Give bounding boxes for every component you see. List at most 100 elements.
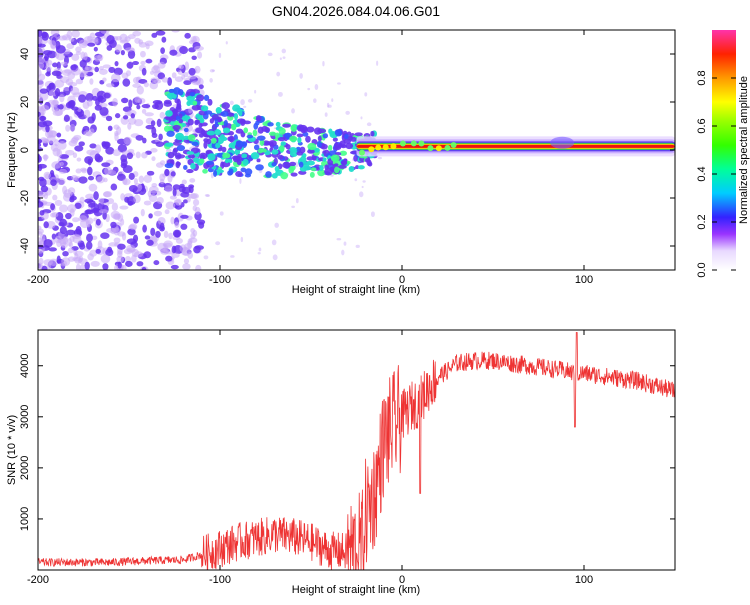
spectrogram-noise-blob bbox=[68, 241, 74, 248]
spectrogram-noise-blob bbox=[161, 36, 167, 43]
spectrogram-noise-blob bbox=[65, 229, 76, 236]
spectrogram-noise-blob bbox=[93, 46, 98, 52]
spectrogram-noise-blob bbox=[38, 225, 42, 231]
spectrogram-noise-blob bbox=[114, 60, 119, 67]
spectrogram-noise-blob bbox=[106, 45, 113, 51]
spectrogram-turbulent-blob bbox=[164, 162, 174, 169]
spectrogram-noise-blob bbox=[62, 185, 68, 195]
spectrogram-noise-blob bbox=[175, 198, 182, 206]
spectrogram-speckle bbox=[239, 178, 242, 184]
spectrogram-noise-blob bbox=[43, 154, 48, 162]
spectrogram-turbulent-blob bbox=[243, 127, 249, 134]
spectrogram-turbulent-blob bbox=[289, 135, 298, 142]
spectrogram-noise-blob bbox=[129, 223, 138, 230]
spectrogram-noise-blob bbox=[79, 71, 86, 78]
spectrogram-noise-blob bbox=[163, 101, 173, 107]
ridge-bead bbox=[418, 140, 425, 147]
spectrogram-speckle bbox=[377, 156, 383, 160]
spectrogram-turbulent-blob bbox=[211, 113, 219, 120]
spectrogram-turbulent-blob bbox=[313, 127, 322, 135]
spectrogram-noise-blob bbox=[180, 214, 189, 219]
spectrogram-speckle bbox=[361, 185, 364, 189]
spectrogram-noise-blob bbox=[66, 30, 73, 39]
spectrogram-noise-blob bbox=[164, 185, 173, 193]
spectrogram-noise-blob bbox=[99, 106, 109, 116]
spectrogram-turbulent-blob bbox=[296, 133, 304, 138]
spectrogram-noise-blob bbox=[160, 222, 165, 231]
spectrogram-turbulent-blob bbox=[288, 166, 294, 174]
spectrogram-noise-blob bbox=[52, 98, 59, 108]
spectrogram-turbulent-blob bbox=[178, 118, 184, 124]
spectrogram-turbulent-blob bbox=[322, 157, 327, 162]
spectrogram-turbulent-blob bbox=[175, 161, 181, 169]
spectrogram-noise-blob bbox=[52, 194, 58, 201]
snr-y-tick-label: 1000 bbox=[19, 507, 31, 531]
spectrogram-noise-blob bbox=[50, 212, 56, 218]
spectrogram-noise-blob bbox=[144, 112, 154, 117]
spectrogram-noise-blob bbox=[115, 44, 122, 53]
spectrogram-noise-blob bbox=[144, 235, 151, 240]
spectrogram-turbulent-blob bbox=[186, 169, 194, 174]
spectrogram-turbulent-blob bbox=[298, 161, 304, 168]
spectrogram-noise-blob bbox=[95, 218, 101, 226]
spectrogram-noise-blob bbox=[133, 178, 138, 185]
spectrogram-noise-blob bbox=[178, 64, 184, 70]
spectrogram-noise-blob bbox=[163, 230, 169, 239]
spectrogram-turbulent-blob bbox=[238, 108, 243, 117]
spectrogram-noise-blob bbox=[59, 154, 70, 159]
snr-y-tick-label: 4000 bbox=[19, 354, 31, 378]
ridge-bead bbox=[375, 144, 382, 151]
spectrogram-noise-blob bbox=[180, 223, 188, 230]
spectrogram-turbulent-blob bbox=[345, 142, 354, 150]
spectrogram-turbulent-blob bbox=[357, 165, 365, 170]
snr-y-ticks: 1000 2000 3000 4000 bbox=[19, 354, 675, 531]
spectrogram-y-tick-label: 0 bbox=[19, 147, 31, 153]
spectrogram-turbulent-blob bbox=[175, 115, 181, 121]
spectrogram-noise-blob bbox=[38, 30, 43, 37]
snr-series-line bbox=[38, 332, 675, 570]
spectrogram-turbulent-blob bbox=[172, 124, 181, 131]
spectrogram-turbulent-blob bbox=[213, 169, 218, 177]
spectrogram-turbulent-blob bbox=[187, 134, 196, 142]
spectrogram-noise-blob bbox=[198, 84, 204, 90]
ridge-bead bbox=[450, 142, 457, 149]
spectrogram-noise-blob bbox=[86, 149, 96, 156]
spectrogram-speckle bbox=[359, 191, 364, 198]
spectrogram-noise-blob bbox=[85, 209, 92, 215]
spectrogram-noise-blob bbox=[67, 187, 76, 195]
spectrogram-turbulent-blob bbox=[256, 135, 266, 141]
spectrogram-noise-blob bbox=[151, 32, 158, 38]
spectrogram-speckle bbox=[336, 238, 342, 241]
snr-x-tick-label: -200 bbox=[27, 574, 49, 586]
spectrogram-turbulent-blob bbox=[330, 154, 340, 162]
spectrogram-turbulent-blob bbox=[199, 117, 205, 124]
spectrogram-noise-blob bbox=[160, 248, 166, 253]
spectrogram-noise-blob bbox=[107, 169, 117, 176]
spectrogram-noise-blob bbox=[157, 216, 166, 226]
spectrogram-noise-blob bbox=[46, 59, 53, 66]
colorbar-tick-label: 0.0 bbox=[696, 262, 708, 277]
spectrogram-turbulent-blob bbox=[183, 135, 190, 141]
spectrogram-speckle bbox=[341, 249, 345, 256]
spectrogram-noise-blob bbox=[75, 225, 82, 235]
spectrogram-turbulent-blob bbox=[317, 135, 322, 142]
spectrogram-speckle bbox=[331, 98, 334, 103]
spectrogram-turbulent-blob bbox=[244, 168, 253, 176]
spectrogram-noise-blob bbox=[69, 197, 75, 203]
spectrogram-turbulent-blob bbox=[175, 105, 182, 113]
spectrogram-noise-blob bbox=[63, 86, 71, 91]
spectrogram-noise-blob bbox=[65, 149, 75, 156]
spectrogram-speckle bbox=[314, 83, 319, 90]
spectrogram-noise-blob bbox=[174, 230, 181, 238]
spectrogram-speckle bbox=[243, 105, 247, 108]
spectrogram-turbulent-blob bbox=[344, 133, 349, 140]
spectrogram-noise-blob bbox=[195, 264, 202, 270]
spectrogram-noise-blob bbox=[131, 254, 137, 263]
spectrogram-turbulent-blob bbox=[221, 102, 230, 110]
spectrogram-noise-blob bbox=[60, 242, 69, 249]
spectrogram-noise-blob bbox=[132, 234, 139, 243]
spectrogram-noise-blob bbox=[121, 97, 129, 104]
spectrogram-noise-blob bbox=[146, 170, 155, 176]
spectrogram-y-tick-label: -40 bbox=[19, 238, 31, 254]
spectrogram-turbulent-blob bbox=[237, 153, 242, 159]
